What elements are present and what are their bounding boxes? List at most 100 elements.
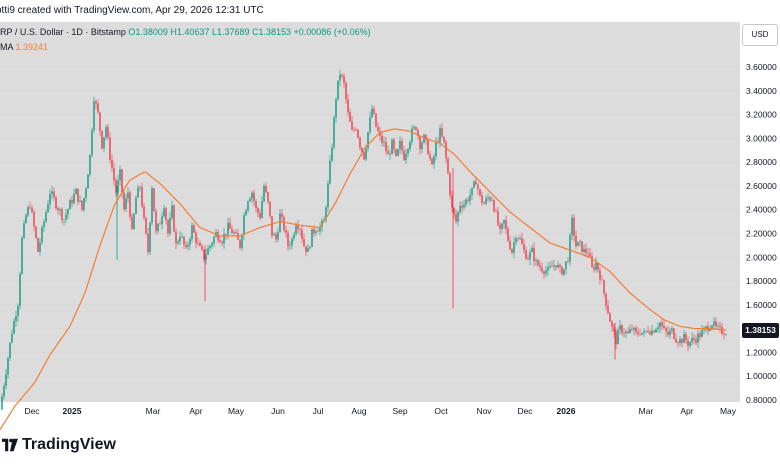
candle-body: [229, 222, 231, 229]
candle-body: [97, 103, 99, 113]
candle-body: [359, 137, 361, 148]
tradingview-brand[interactable]: TradingView: [22, 436, 116, 453]
candle-body: [705, 326, 707, 329]
candle-body: [221, 242, 223, 244]
candle-body: [381, 135, 383, 143]
candle-body: [325, 207, 327, 221]
y-tick-label: 2.20000: [746, 229, 777, 239]
candle-body: [665, 327, 667, 332]
candle-body: [501, 223, 503, 229]
candle-body: [187, 244, 189, 247]
candle-body: [333, 117, 335, 148]
candle-body: [669, 330, 671, 335]
candle-body: [469, 195, 471, 201]
candle-body: [543, 271, 545, 274]
candle-body: [421, 142, 423, 150]
candle-body: [191, 225, 193, 240]
candle-body: [481, 195, 483, 203]
sma-line: [0, 128, 726, 431]
candle-body: [383, 141, 385, 143]
candle-body: [463, 204, 465, 208]
candle-body: [107, 127, 109, 138]
candle-body: [403, 150, 405, 161]
currency-selector[interactable]: USD: [742, 24, 778, 46]
candle-body: [701, 330, 703, 337]
candle-body: [601, 279, 603, 281]
candle-body: [489, 197, 491, 201]
candle-body: [445, 141, 447, 159]
candle-body: [533, 247, 535, 262]
candle-body: [261, 201, 263, 218]
candle-body: [495, 211, 497, 212]
candle-body: [643, 331, 645, 333]
candle-body: [15, 316, 17, 321]
candle-body: [149, 222, 151, 253]
candle-body: [69, 199, 71, 210]
candle-body: [57, 208, 59, 211]
candle-body: [317, 231, 319, 232]
price-axis[interactable]: [740, 22, 780, 402]
candle-body: [603, 280, 605, 294]
candle-body: [635, 327, 637, 333]
candle-body: [49, 194, 51, 205]
candle-body: [433, 156, 435, 165]
candle-body: [671, 328, 673, 331]
candle-body: [405, 153, 407, 161]
candle-body: [177, 241, 179, 244]
candle-body: [685, 334, 687, 341]
chart-header: otti9 created with TradingView.com, Apr …: [0, 0, 780, 22]
symbol-name: XRP / U.S. Dollar · 1D · Bitstamp: [0, 27, 126, 37]
candle-body: [717, 325, 719, 327]
tradingview-logo-icon[interactable]: [2, 438, 18, 452]
candle-body: [397, 149, 399, 156]
candle-body: [315, 231, 317, 234]
candle-body: [143, 206, 145, 218]
candle-body: [653, 330, 655, 333]
candle-body: [615, 331, 617, 345]
candle-body: [307, 247, 309, 252]
candle-body: [503, 219, 505, 224]
x-tick-label: Nov: [476, 406, 492, 416]
candle-body: [265, 185, 267, 193]
candle-body: [55, 197, 57, 209]
candle-body: [23, 222, 25, 238]
candle-body: [517, 238, 519, 239]
candle-body: [113, 168, 115, 181]
candle-body: [53, 191, 55, 198]
candle-body: [627, 331, 629, 334]
candle-body: [431, 158, 433, 165]
chart-svg[interactable]: 0.800001.000001.200001.400001.600001.800…: [0, 0, 780, 432]
candle-body: [185, 244, 187, 247]
candle-body: [213, 236, 215, 244]
candle-body: [577, 242, 579, 247]
candle-body: [575, 235, 577, 247]
x-tick-label: Jun: [271, 406, 285, 416]
candle-body: [89, 155, 91, 175]
y-tick-label: 1.00000: [746, 371, 777, 381]
candle-body: [423, 134, 425, 143]
candle-body: [545, 270, 547, 274]
candle-body: [41, 227, 43, 243]
candle-body: [679, 338, 681, 344]
candle-body: [371, 108, 373, 118]
candle-body: [625, 331, 627, 334]
candle-body: [309, 247, 311, 248]
candle-body: [375, 113, 377, 127]
candle-body: [77, 188, 79, 202]
candle-body: [81, 200, 83, 210]
candle-body: [599, 270, 601, 280]
candle-body: [549, 266, 551, 268]
candle-body: [565, 261, 567, 270]
candle-body: [285, 230, 287, 233]
candle-body: [337, 80, 339, 100]
candle-body: [117, 180, 119, 193]
candle-body: [181, 236, 183, 238]
candle-body: [189, 239, 191, 245]
candle-body: [35, 226, 37, 238]
candle-body: [399, 141, 401, 150]
candle-body: [363, 151, 365, 160]
candle-body: [101, 130, 103, 149]
candle-body: [327, 183, 329, 208]
candle-body: [395, 149, 397, 156]
candle-body: [645, 330, 647, 332]
